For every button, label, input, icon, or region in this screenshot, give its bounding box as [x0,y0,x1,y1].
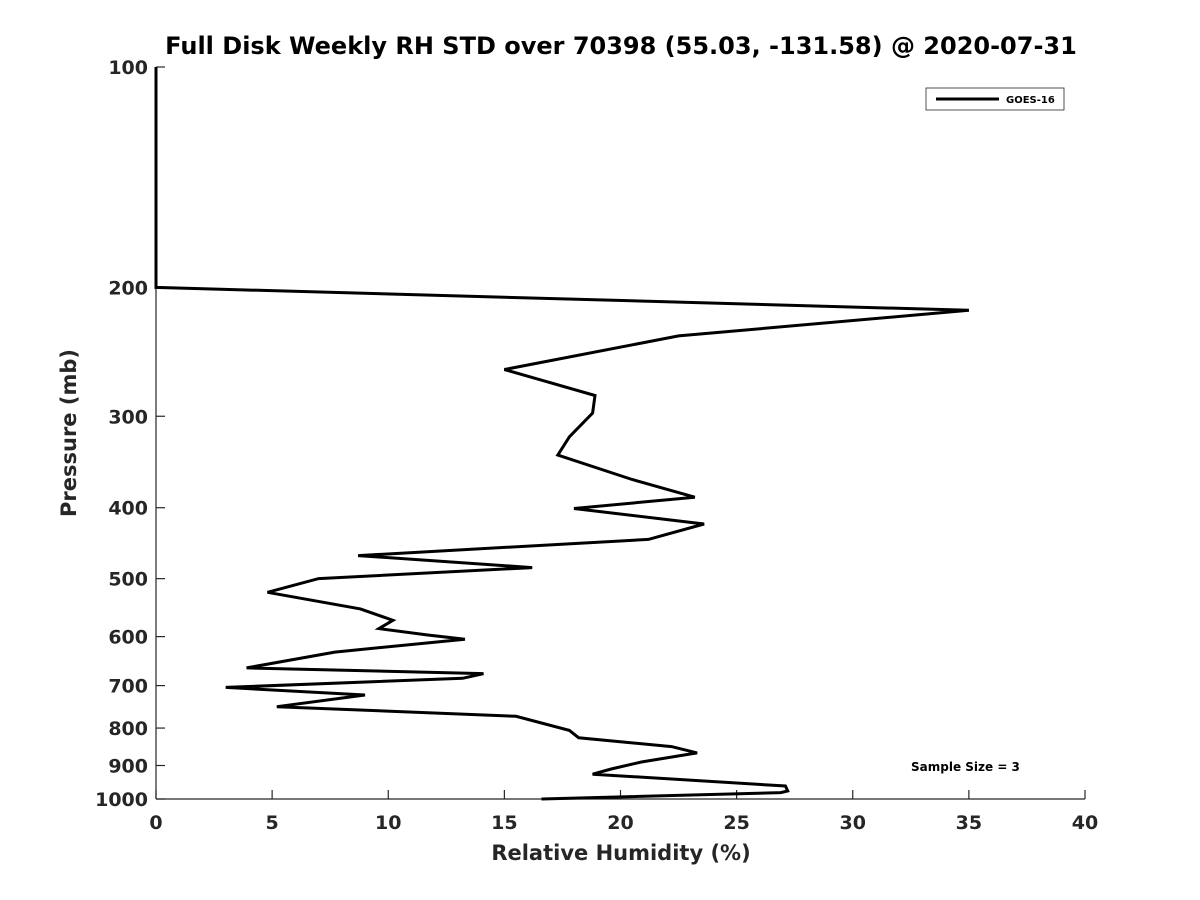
x-tick-label: 20 [607,812,633,834]
y-tick-label: 800 [108,718,148,740]
x-axis-label: Relative Humidity (%) [491,841,750,865]
y-tick-label: 900 [108,756,148,778]
x-tick-label: 10 [375,812,401,834]
chart-title: Full Disk Weekly RH STD over 70398 (55.0… [165,32,1077,60]
series-line-goes16 [154,67,970,801]
legend-label-goes16: GOES-16 [1006,95,1055,106]
x-tick-label: 25 [723,812,749,834]
x-axis: 0 5 10 15 20 25 30 35 40 [149,790,1098,834]
x-tick-label: 5 [266,812,279,834]
y-tick-label: 100 [108,57,148,79]
y-axis-label: Pressure (mb) [57,349,81,517]
y-tick-label: 500 [108,569,148,591]
x-tick-label: 15 [491,812,517,834]
y-tick-label: 700 [108,676,148,698]
y-tick-label: 400 [108,498,148,520]
y-tick-label: 200 [108,277,148,299]
y-tick-label: 300 [108,406,148,428]
x-tick-label: 40 [1072,812,1098,834]
x-tick-label: 0 [149,812,162,834]
sample-size-annotation: Sample Size = 3 [911,760,1020,774]
y-tick-label: 1000 [95,789,148,811]
plot-area: 0 5 10 15 20 25 30 35 40 100 200 300 400 500 600 700 80… [95,57,1098,834]
legend: GOES-16 [925,87,1065,111]
x-tick-label: 30 [840,812,866,834]
y-axis: 100 200 300 400 500 600 700 800 900 1000 [95,57,165,811]
x-tick-label: 35 [956,812,982,834]
y-tick-label: 600 [108,627,148,649]
